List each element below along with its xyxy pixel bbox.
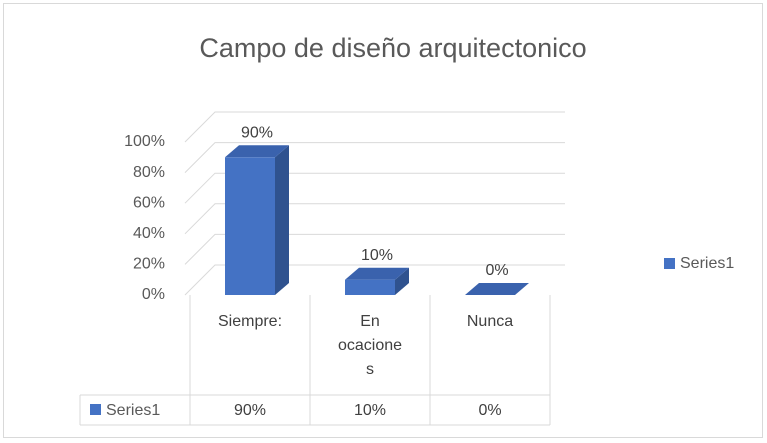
bar-top [225, 145, 289, 158]
y-tick-label: 100% [124, 133, 165, 150]
y-tick-label: 80% [133, 164, 165, 181]
bar-side [395, 267, 409, 295]
chart-title: Campo de diseño arquitectonico [199, 33, 586, 63]
x-tick-label: En ocaciones [337, 313, 403, 378]
data-label: 90% [241, 125, 273, 142]
grid-line [184, 233, 565, 265]
grid-line [184, 111, 565, 143]
bar-top [465, 283, 529, 295]
bar-top [345, 267, 409, 280]
grid-line [184, 203, 565, 235]
grid-line [184, 142, 565, 173]
bar [225, 157, 275, 295]
bar-side [275, 145, 289, 295]
table-series-name: Series1 [106, 402, 160, 419]
y-tick-label: 60% [133, 194, 165, 211]
x-tick-label: Siempre: [217, 313, 283, 330]
legend-label: Series1 [680, 255, 734, 272]
chart-frame [3, 3, 763, 438]
table-value: 0% [478, 402, 501, 419]
table-legend-key [90, 404, 101, 415]
x-tick-label: Nunca [466, 313, 514, 330]
data-label: 0% [485, 262, 508, 279]
bar [345, 279, 395, 295]
y-tick-label: 0% [142, 286, 165, 303]
y-tick-label: 40% [133, 225, 165, 242]
grid-line [184, 172, 565, 204]
data-label: 10% [361, 247, 393, 264]
y-tick-label: 20% [133, 256, 165, 273]
grid-line [184, 264, 565, 296]
table-value: 90% [234, 402, 266, 419]
table-value: 10% [354, 402, 386, 419]
legend-key [664, 258, 675, 269]
